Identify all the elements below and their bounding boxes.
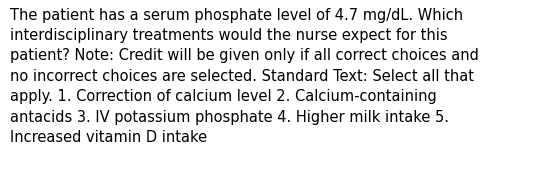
Text: The patient has a serum phosphate level of 4.7 mg/dL. Which
interdisciplinary tr: The patient has a serum phosphate level … [10, 8, 479, 145]
